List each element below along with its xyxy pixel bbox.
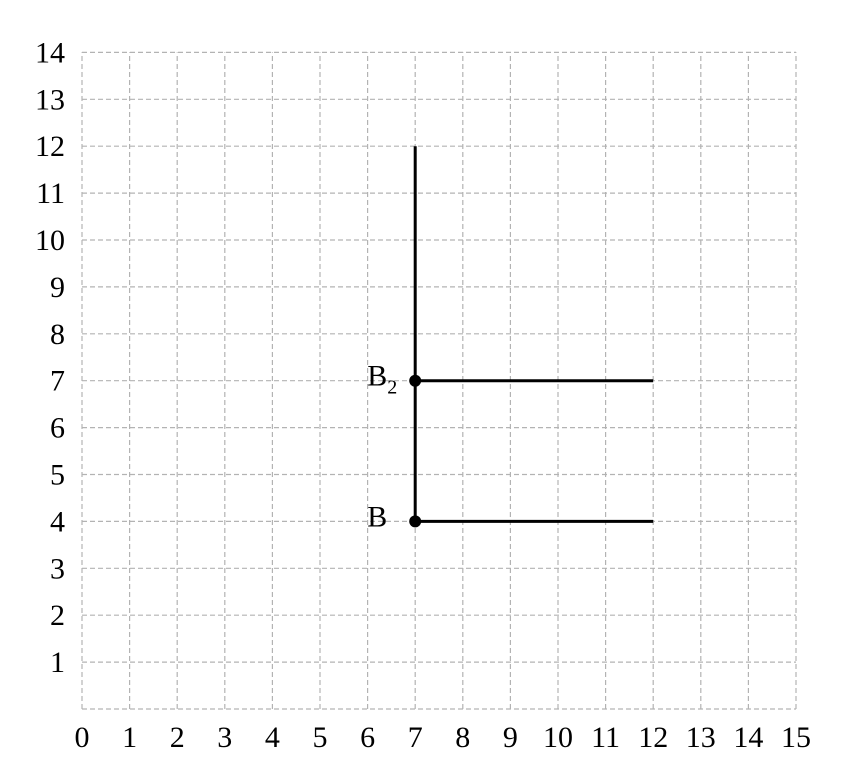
x-tick-label-2: 2	[170, 721, 185, 754]
point-b-label: B	[367, 500, 387, 533]
point-b2-label: B2	[367, 360, 397, 399]
point-b2-marker	[409, 374, 422, 387]
x-tick-label-15: 15	[781, 721, 811, 754]
x-tick-label-6: 6	[360, 721, 375, 754]
y-tick-label-14: 14	[35, 36, 65, 69]
y-tick-label-12: 12	[35, 130, 65, 163]
x-tick-label-9: 9	[503, 721, 518, 754]
point-b-marker	[409, 515, 422, 528]
x-tick-label-12: 12	[638, 721, 668, 754]
y-tick-label-4: 4	[50, 505, 65, 538]
axis-tick-labels: 0 1 2 3 4 5 6 7 8 9 10 11 12 13 14 15123456789101112131…	[35, 36, 811, 754]
x-tick-label-14: 14	[733, 721, 763, 754]
x-tick-label-8: 8	[455, 721, 470, 754]
x-tick-label-0: 0	[75, 721, 90, 754]
x-tick-label-11: 11	[591, 721, 620, 754]
x-tick-label-7: 7	[408, 721, 423, 754]
y-tick-label-3: 3	[50, 552, 65, 585]
y-tick-label-13: 13	[35, 83, 65, 116]
y-tick-label-7: 7	[50, 365, 65, 398]
y-tick-label-6: 6	[50, 412, 65, 445]
y-tick-label-1: 1	[50, 646, 65, 679]
x-tick-label-13: 13	[686, 721, 716, 754]
y-tick-label-10: 10	[35, 224, 65, 257]
labeled-points: B2 B	[367, 360, 422, 533]
x-tick-label-5: 5	[313, 721, 328, 754]
x-tick-label-10: 10	[543, 721, 573, 754]
y-tick-label-8: 8	[50, 318, 65, 351]
y-tick-label-9: 9	[50, 271, 65, 304]
line-segments	[413, 146, 654, 523]
y-tick-label-11: 11	[36, 177, 65, 210]
y-tick-label-5: 5	[50, 459, 65, 492]
x-tick-label-3: 3	[217, 721, 232, 754]
x-tick-label-4: 4	[265, 721, 280, 754]
y-tick-label-2: 2	[50, 599, 65, 632]
x-tick-label-1: 1	[122, 721, 137, 754]
